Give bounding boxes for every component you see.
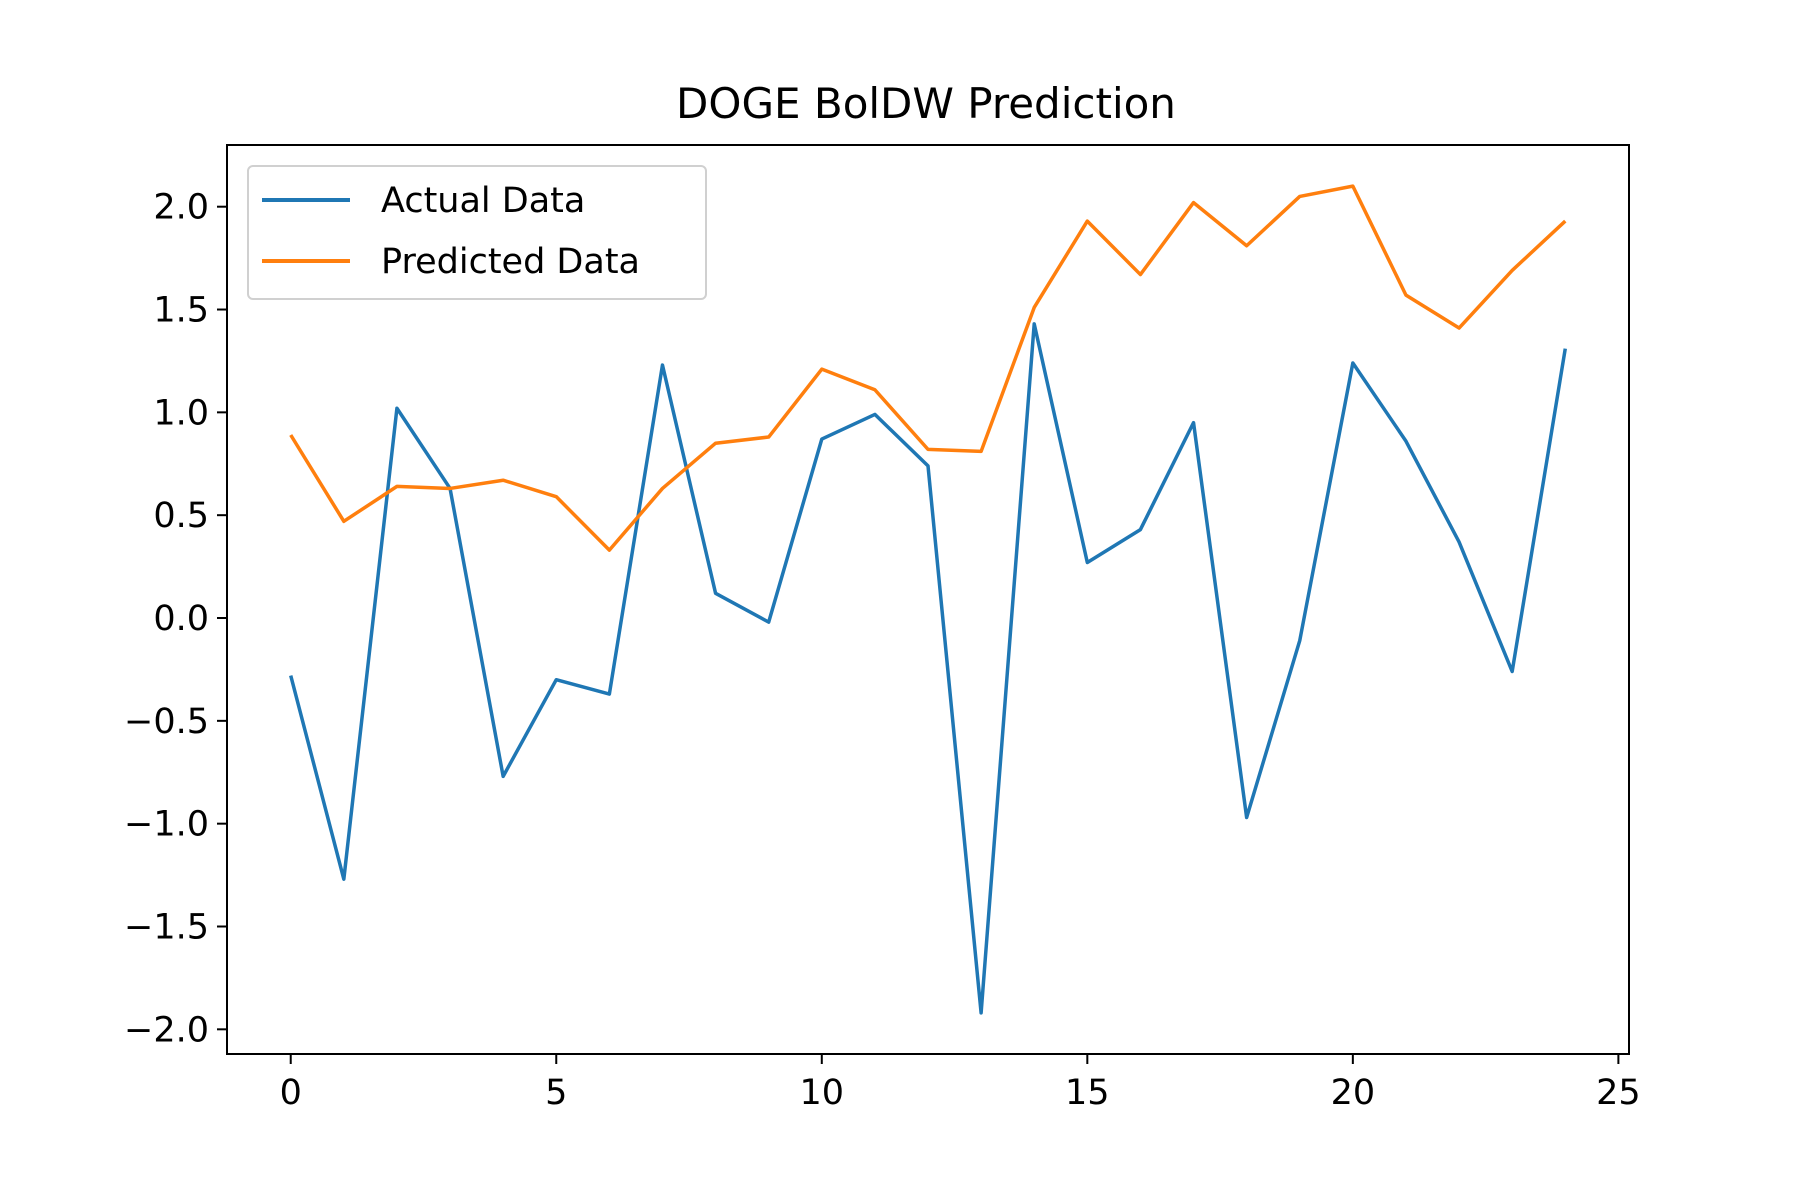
y-tick-label: 0.5 (153, 496, 209, 536)
y-tick-label: −1.0 (124, 805, 209, 845)
y-tick-label: −2.0 (124, 1010, 209, 1050)
y-axis: −2.0 −1.5 −1.0 −0.5 0.0 0.5 1.0 1.5 2.0 (124, 188, 227, 1050)
y-tick-label: 0.0 (153, 599, 209, 639)
y-tick-label: −1.5 (124, 907, 209, 947)
x-tick-label: 10 (800, 1073, 845, 1113)
y-tick-label: −0.5 (124, 702, 209, 742)
x-tick-label: 0 (280, 1073, 302, 1113)
series-layer (289, 184, 1567, 1015)
x-tick-label: 15 (1065, 1073, 1110, 1113)
y-tick-label: 1.0 (153, 393, 209, 433)
x-tick-label: 25 (1596, 1073, 1641, 1113)
y-tick-label: 2.0 (153, 188, 209, 228)
plot-frame (226, 144, 1630, 1055)
x-axis: 0 5 10 15 20 25 (280, 1054, 1641, 1113)
series-line-actual-data (289, 322, 1567, 1015)
legend-box (247, 165, 707, 300)
x-tick-label: 20 (1331, 1073, 1376, 1113)
chart-title: DOGE BolDW Prediction (676, 79, 1176, 128)
series-line-predicted-data (289, 184, 1567, 552)
y-tick-label: 1.5 (153, 291, 209, 331)
legend-label-predicted-data: Predicted Data (381, 242, 640, 282)
x-tick-label: 5 (545, 1073, 567, 1113)
legend-label-actual-data: Actual Data (381, 181, 585, 221)
legend: Actual Data Predicted Data (247, 165, 707, 300)
